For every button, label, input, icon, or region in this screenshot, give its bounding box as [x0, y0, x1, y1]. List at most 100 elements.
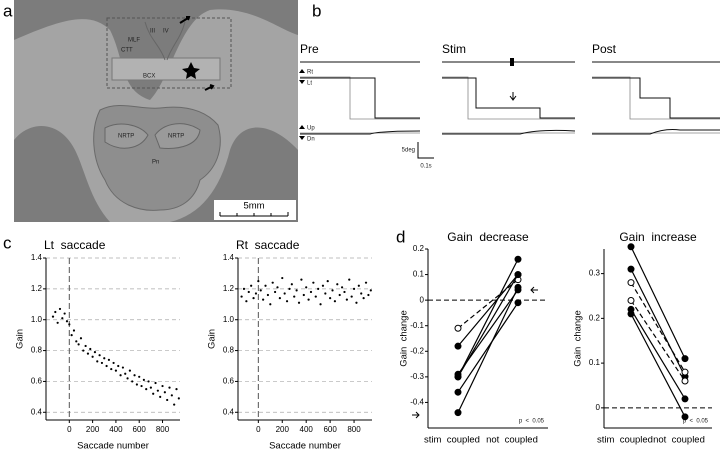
point: [329, 297, 332, 300]
point: [271, 281, 274, 284]
point: [276, 286, 279, 289]
y-tick-label: 1.4: [31, 253, 43, 262]
point: [309, 290, 313, 294]
point: [355, 301, 358, 304]
point: [288, 287, 291, 290]
point: [319, 303, 322, 306]
region-label: NRTP: [118, 134, 134, 140]
point: [357, 284, 360, 287]
point: [133, 374, 136, 377]
y-axis-label: Gain: [15, 329, 26, 349]
point: [352, 287, 356, 290]
scale-label: 0.1s: [420, 164, 431, 170]
point: [156, 389, 159, 392]
point: [326, 280, 329, 283]
y-tick-label: 0.6: [31, 377, 43, 386]
arrow: [530, 286, 538, 294]
point: [348, 278, 351, 281]
y-tick-label: 0.1: [589, 358, 601, 367]
point: [252, 297, 255, 300]
x-tick-label: 800: [156, 425, 170, 434]
y-axis-label: Gain change: [399, 310, 410, 367]
y-tick-label: 0.2: [589, 313, 601, 322]
point: [131, 380, 134, 383]
region-label: BCX: [143, 74, 155, 80]
x-tick-label: 200: [86, 425, 100, 434]
y-tick-label: 0: [596, 403, 601, 412]
point: [100, 361, 104, 365]
direction-label: Up: [307, 126, 315, 132]
point: [68, 323, 71, 326]
point: [147, 380, 150, 383]
x-tick-label: not coupled: [653, 435, 705, 446]
point: [343, 290, 346, 294]
point: [72, 329, 76, 332]
point: [173, 403, 176, 406]
point: [254, 292, 258, 295]
y-tick-label: -0.3: [410, 372, 424, 381]
direction-label: Rt: [307, 70, 313, 76]
point: [273, 290, 277, 294]
x-axis-label: Saccade number: [77, 441, 149, 452]
marker: [681, 395, 689, 403]
y-tick-label: 0.1: [413, 270, 425, 279]
series-line: [630, 309, 686, 400]
point: [285, 300, 289, 303]
region-label: Pn: [152, 160, 159, 166]
point: [338, 293, 341, 297]
region-label: III: [150, 29, 155, 35]
marker: [454, 373, 462, 381]
point: [124, 372, 127, 375]
point: [138, 375, 141, 378]
point: [79, 337, 83, 340]
scale-bar-label: 5mm: [243, 201, 264, 212]
marker: [454, 388, 462, 396]
point: [305, 286, 308, 289]
panel-label: d: [396, 227, 405, 246]
y-tick-label: 1.0: [223, 315, 235, 324]
point: [98, 354, 101, 357]
point: [105, 364, 108, 368]
point: [170, 394, 173, 397]
point: [58, 307, 62, 311]
point: [247, 290, 250, 294]
point: [321, 284, 325, 287]
marker: [454, 342, 462, 350]
chart-title: Lt saccade: [44, 238, 106, 252]
marker: [627, 310, 635, 318]
x-tick-label: 0: [67, 425, 72, 434]
x-tick-label: 800: [347, 425, 361, 434]
y-tick-label: 1.2: [223, 284, 235, 293]
y-tick-label: -0.1: [410, 321, 424, 330]
point: [331, 289, 334, 292]
point: [149, 386, 152, 389]
series-line: [457, 279, 519, 329]
annotation: p < 0.05: [519, 419, 545, 425]
point: [114, 369, 118, 372]
chart-title: Gain increase: [619, 230, 697, 244]
point: [340, 286, 344, 289]
panel-label: b: [312, 1, 321, 20]
point: [317, 287, 320, 290]
point: [300, 278, 303, 281]
marker: [627, 296, 635, 304]
x-tick-label: stim coupled: [424, 435, 480, 446]
chart-title: Rt saccade: [236, 238, 300, 252]
point: [54, 310, 57, 314]
x-tick-label: not coupled: [486, 435, 538, 446]
x-tick-label: 400: [109, 425, 123, 434]
point: [82, 349, 85, 352]
point: [278, 297, 281, 300]
series-line: [630, 313, 686, 418]
y-tick-label: 0.8: [31, 346, 43, 355]
point: [262, 298, 265, 301]
series-line: [457, 302, 519, 393]
scale-label: 5deg: [402, 148, 415, 154]
point: [142, 378, 145, 381]
y-axis-label: Gain: [207, 329, 218, 349]
annotation: p < 0.05: [683, 419, 709, 425]
point: [281, 276, 284, 280]
point: [128, 369, 131, 372]
series-line: [457, 287, 519, 413]
